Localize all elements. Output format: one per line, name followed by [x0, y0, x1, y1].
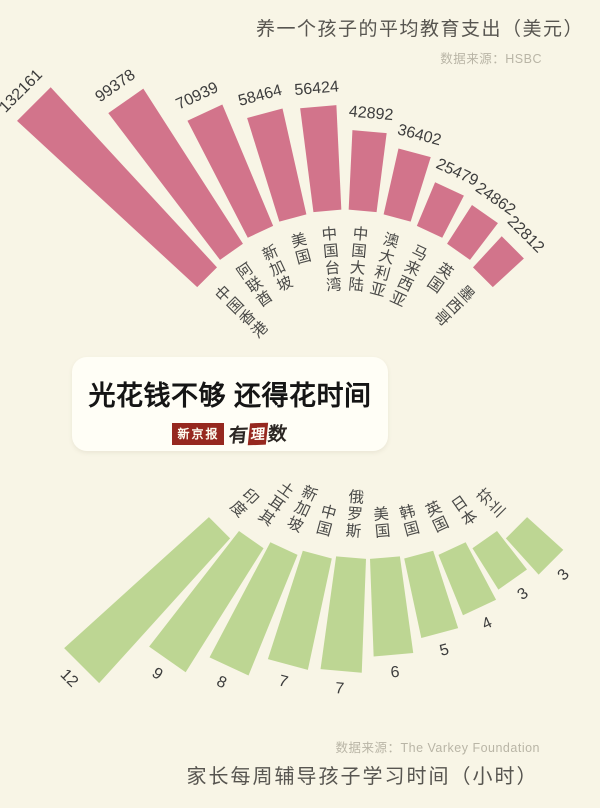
fan-bar-label-char: 俄: [348, 488, 365, 507]
fan-bar-label-char: 罗: [346, 506, 363, 524]
fan-bar-label-char: 国: [374, 523, 391, 541]
fan-bar: [320, 556, 366, 673]
fan-bar: [149, 531, 264, 673]
fan-bar-label-char: 澳: [381, 230, 401, 251]
fan-bar-value: 4: [479, 614, 494, 633]
fan-bar-label-char: 国: [314, 519, 333, 539]
fan-bar-label-char: 国: [430, 514, 451, 536]
fan-bar-label-char: 中: [321, 225, 338, 244]
bottom-chart-source: 数据来源：The Varkey Foundation: [335, 741, 540, 755]
fan-bar-label-char: 利: [372, 263, 392, 284]
fan-bar: [416, 182, 464, 238]
fan-bar-label-char: 美: [373, 505, 390, 524]
fan-bar-label-char: 英: [423, 498, 445, 521]
fan-bar: [404, 550, 459, 639]
fan-bar-value: 25479: [433, 156, 481, 190]
fan-bar-label-char: 韩: [398, 502, 418, 523]
fan-bar-value: 56424: [294, 78, 340, 99]
logo-char: 有: [228, 425, 250, 448]
youlishu-logo: 有 理 数: [228, 419, 289, 448]
banner-headline: 光花钱不够 还得花时间: [88, 381, 372, 411]
fan-bar-value: 9: [149, 665, 166, 684]
fan-bar-label-char: 坡: [284, 513, 306, 536]
fan-bar: [108, 88, 243, 260]
fan-bar-label-char: 西: [394, 273, 415, 295]
fan-bar: [473, 236, 524, 288]
fan-bar: [300, 105, 342, 213]
xinjingbao-youlishu-logo: 新京报 有 理 数: [72, 420, 388, 447]
fan-bar-value: 12: [57, 666, 82, 691]
fan-bar-label-char: 国: [322, 243, 339, 261]
fan-bar: [64, 517, 231, 684]
top-chart-title: 养一个孩子的平均教育支出（美元）: [255, 19, 584, 40]
fan-bar: [472, 531, 527, 590]
logo-char: 理: [248, 422, 269, 445]
fan-bar: [383, 148, 431, 222]
fan-bar-label-char: 马: [409, 242, 431, 265]
top-chart-source: 数据来源：HSBC: [440, 52, 542, 66]
fan-bar-value: 3: [555, 566, 573, 584]
fan-bar-label-char: 美: [289, 230, 309, 251]
fan-bar-label-char: 国: [351, 243, 368, 261]
fan-bar-label-char: 陆: [348, 275, 365, 294]
bottom-chart-title: 家长每周辅导孩子学习时间（小时）: [186, 766, 539, 788]
xinjingbao-logo: 新京报: [172, 422, 225, 445]
fan-bar-value: 36402: [396, 121, 443, 149]
fan-bar-label-char: 中: [319, 502, 339, 523]
logo-char: 数: [267, 423, 289, 446]
fan-bar: [370, 556, 414, 657]
fan-bar-label-char: 新: [260, 242, 282, 265]
fan-bar-label-char: 亚: [387, 289, 408, 311]
fan-bar-label-char: 加: [292, 498, 314, 521]
fan-bar: [348, 130, 387, 213]
fan-bar: [209, 542, 298, 676]
fan-bar-value: 70939: [174, 79, 222, 113]
fan-bar-value: 3: [514, 585, 531, 604]
fan-bar-value: 5: [438, 641, 451, 660]
fan-bar: [187, 104, 274, 238]
fan-bar-label-char: 新: [299, 482, 321, 505]
fan-bar-value: 42892: [348, 103, 394, 124]
fan-bar-label-char: 国: [294, 247, 313, 267]
fan-bar-label-char: 加: [267, 257, 289, 280]
fan-bar: [447, 204, 498, 260]
fan-bar-value: 6: [390, 664, 400, 682]
fan-bar-label-char: 台: [324, 259, 341, 278]
fan-bar-label-char: 湾: [325, 275, 342, 294]
fan-bar-label-char: 坡: [274, 272, 296, 295]
fan-bar-label-char: 大: [349, 259, 366, 278]
fan-bar-label-char: 大: [377, 246, 397, 267]
fan-bar-label-char: 斯: [345, 522, 362, 541]
fan-bar: [438, 542, 497, 616]
headline-banner: 光花钱不够 还得花时间 新京报 有 理 数: [72, 357, 388, 451]
fan-bar: [247, 108, 307, 222]
fan-bar-value: 58464: [236, 82, 283, 110]
fan-bar-label-char: 来: [402, 257, 424, 280]
fan-bar-value: 7: [334, 680, 344, 698]
fan-bar-value: 8: [214, 673, 229, 692]
fan-bar-label-char: 亚: [368, 280, 387, 300]
fan-bar-value: 7: [277, 673, 290, 692]
fan-bar-label-char: 国: [402, 519, 421, 539]
fan-bar: [17, 87, 217, 288]
fan-bar-label-char: 中: [352, 225, 369, 244]
fan-bar: [267, 550, 332, 670]
fan-bar: [505, 517, 564, 575]
